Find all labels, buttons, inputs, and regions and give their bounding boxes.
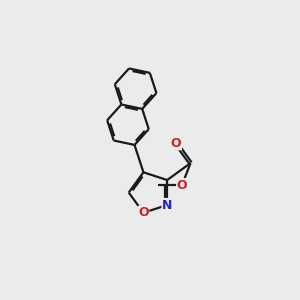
Text: N: N <box>162 199 172 212</box>
Text: O: O <box>171 137 182 150</box>
Text: O: O <box>177 178 188 192</box>
Text: O: O <box>138 206 149 219</box>
